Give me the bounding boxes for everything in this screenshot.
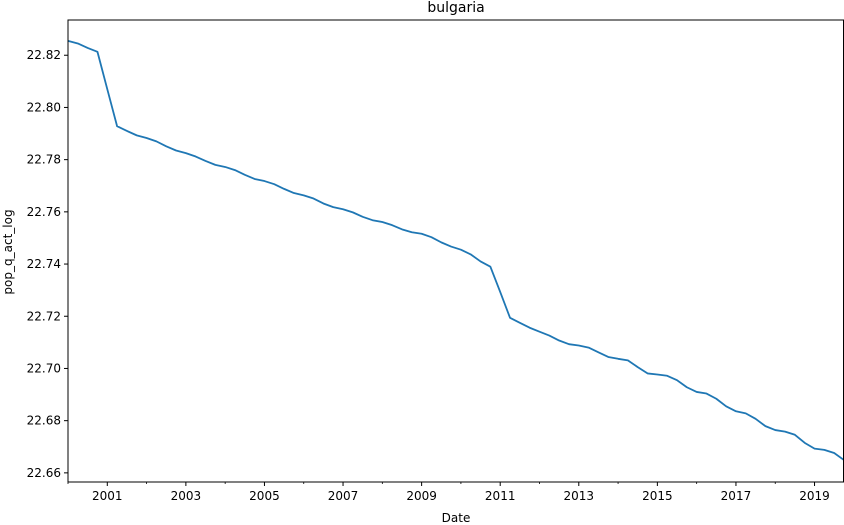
chart-title: bulgaria: [427, 0, 484, 16]
y-axis-label: pop_q_act_log: [1, 209, 15, 294]
x-tick-label: 2015: [642, 489, 673, 503]
y-tick-label: 22.80: [27, 100, 61, 114]
y-tick-label: 22.70: [27, 361, 61, 375]
y-tick-label: 22.76: [27, 205, 61, 219]
y-tick-label: 22.78: [27, 153, 61, 167]
x-tick-label: 2009: [406, 489, 437, 503]
x-tick-label: 2005: [249, 489, 280, 503]
plot-area-frame: [67, 19, 844, 483]
y-tick-label: 22.82: [27, 48, 61, 62]
series-line: [67, 40, 844, 461]
x-axis-label: Date: [442, 511, 471, 525]
x-tick-label: 2007: [328, 489, 359, 503]
y-tick-label: 22.68: [27, 414, 61, 428]
x-tick-label: 2019: [799, 489, 830, 503]
x-tick-label: 2003: [171, 489, 202, 503]
x-tick-label: 2013: [564, 489, 595, 503]
y-axis: 22.66 22.68 22.70 22.72 22.74 22.76 22.78 22.80…: [27, 48, 68, 480]
y-tick-label: 22.74: [27, 257, 61, 271]
y-tick-label: 22.66: [27, 466, 61, 480]
x-tick-label: 2017: [721, 489, 752, 503]
x-tick-label: 2001: [92, 489, 123, 503]
x-tick-label: 2011: [485, 489, 516, 503]
y-tick-label: 22.72: [27, 309, 61, 323]
x-axis: 2001 2003 2005 2007 2009 2011 2013 2015 2017 2019: [67, 482, 830, 503]
